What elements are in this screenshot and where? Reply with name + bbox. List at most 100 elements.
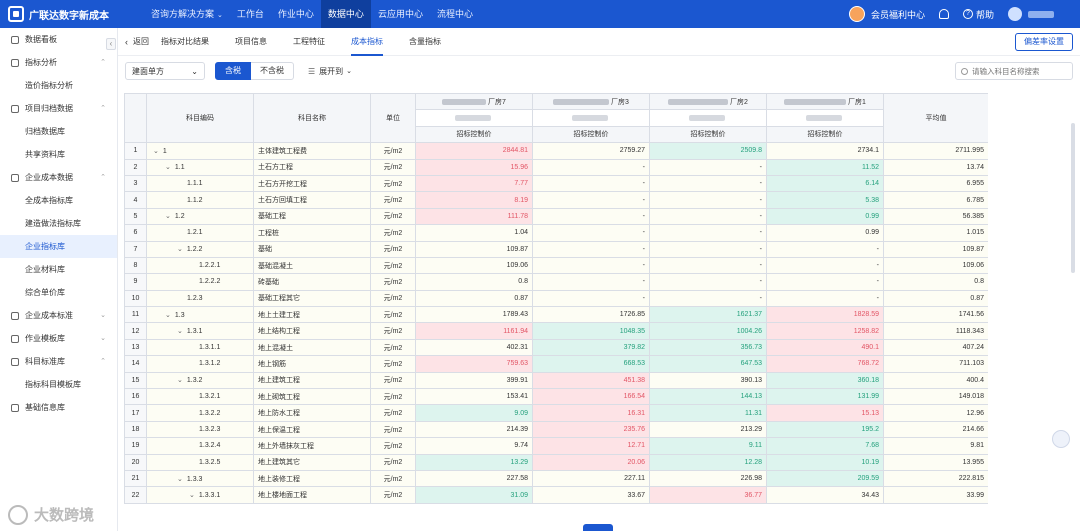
value-cell: 390.13 [649,371,767,390]
project-subheader-1 [532,109,650,127]
standard-icon [11,311,19,320]
topnav-item-4[interactable]: 云应用中心 [371,0,430,28]
sidebar-item-7[interactable]: 全成本指标库 [0,189,117,212]
table-row[interactable]: 2 ⌄ 1.1 土石方工程 元/m2 15.96- -11.52 13.74 [124,158,988,176]
bell-icon[interactable] [938,9,949,19]
value-cell: - [532,191,650,209]
topnav-item-2[interactable]: 作业中心 [271,0,321,28]
sidebar-group-16[interactable]: 基础信息库 [0,396,117,419]
table-row[interactable]: 20 1.3.2.5 地上建筑其它 元/m2 13.29 20.06 12.28 10.19 1… [124,453,988,471]
table-row[interactable]: 22 ⌄ 1.3.3.1 地上楼地面工程 元/m2 31.09 33.67 36.77 34.4… [124,486,988,504]
user-name-blurred[interactable] [1028,10,1054,18]
row-unit: 元/m2 [370,174,416,193]
table-row[interactable]: 14 1.3.1.2 地上钢筋 元/m2 759.63 668.53 647.53 768.7… [124,355,988,373]
help-button[interactable]: ? 帮助 [962,8,994,21]
table-row[interactable]: 1 ⌄ 1 主体建筑工程费 元/m2 2844.81 2759.27 2509.8 2734.1… [124,142,988,160]
floating-assistant-icon[interactable] [1052,430,1070,448]
topnav-item-1[interactable]: 工作台 [230,0,271,28]
tab-0[interactable]: 项目信息 [235,36,267,46]
table-row[interactable]: 10 1.2.3 基础工程其它 元/m2 0.87- - -0.87 [124,289,988,308]
sidebar-group-6[interactable]: 企业成本数据 ⌃ [0,166,117,189]
table-row[interactable]: 11 ⌄ 1.3 地上土建工程 元/m2 1789.43 1726.85 1621.37 182… [124,306,988,324]
table-row[interactable]: 5 ⌄ 1.2 基础工程 元/m2 111.78- -0.99 56.385 [124,207,988,226]
expand-chevron-icon[interactable]: ⌄ [177,328,183,336]
expand-chevron-icon[interactable]: ⌄ [177,475,183,483]
sidebar-group-1[interactable]: 指标分析 ⌃ [0,51,117,74]
expand-chevron-icon[interactable]: ⌄ [177,246,183,254]
sidebar-item-5[interactable]: 共享资料库 [0,143,117,166]
topnav-item-5[interactable]: 流程中心 [430,0,480,28]
sidebar-item-2[interactable]: 造价指标分析 [0,74,117,97]
topnav-item-0[interactable]: 咨询方解决方案 ⌄ [144,0,230,28]
table-row[interactable]: 12 ⌄ 1.3.1 地上结构工程 元/m2 1161.94 1048.35 1004.26 1… [124,322,988,340]
sidebar-item-8[interactable]: 建造做法指标库 [0,212,117,235]
row-unit: 元/m2 [370,437,416,455]
row-unit: 元/m2 [370,240,416,258]
avg-cell: 222.815 [883,469,988,488]
footer-watermark-logo: 大数跨境 [8,504,94,525]
value-cell: 144.13 [649,388,767,406]
value-cell: 1.04 [415,224,533,242]
table-row[interactable]: 21 ⌄ 1.3.3 地上装修工程 元/m2 227.58 227.11 226.98 209.… [124,469,988,488]
sidebar-item-9[interactable]: 企业指标库 [0,235,117,258]
bottom-toggle-tab[interactable] [583,524,613,531]
table-row[interactable]: 16 1.3.2.1 地上砌筑工程 元/m2 153.41 166.54 144.13 131… [124,388,988,406]
blurred-text [784,98,847,105]
chevron-down-icon: ⌄ [100,335,106,342]
expand-chevron-icon[interactable]: ⌄ [153,147,159,155]
back-button[interactable]: ‹ 返回 [125,36,149,47]
row-name: 地上土建工程 [253,306,371,324]
sidebar-group-0[interactable]: 数据看板 [0,28,117,51]
table-row[interactable]: 4 1.1.2 土石方回填工程 元/m2 8.19- -5.38 6.785 [124,191,988,209]
user-avatar[interactable] [1008,7,1022,21]
code-text: 1.3.2.4 [199,442,221,450]
tab-1[interactable]: 工程特征 [293,36,325,46]
value-cell: 1828.59 [766,306,884,324]
avg-cell: 13.955 [883,453,988,471]
sidebar-item-11[interactable]: 综合单价库 [0,281,117,304]
search-input[interactable] [972,66,1067,76]
sidebar-item-15[interactable]: 指标科目模板库 [0,373,117,396]
row-index: 10 [124,289,147,308]
expand-chevron-icon[interactable]: ⌄ [165,213,171,221]
code-text: 1.3.2.2 [199,409,221,417]
expand-to-dropdown[interactable]: ☰ 展开到 ⌄ [308,66,352,77]
vertical-scrollbar[interactable] [1071,123,1075,273]
table-row[interactable]: 17 1.3.2.2 地上防水工程 元/m2 9.09 16.31 11.31 15.13 12… [124,404,988,422]
sidebar-group-14[interactable]: 科目标准库 ⌃ [0,350,117,373]
tab-2[interactable]: 成本指标 [351,28,383,56]
deviation-rate-button[interactable]: 偏差率设置 [1015,33,1073,51]
row-unit: 元/m2 [370,273,416,291]
metric-select[interactable]: 建面单方 ⌄ [125,62,205,80]
app-logo[interactable]: 广联达数字新成本 [8,6,128,22]
table-row[interactable]: 13 1.3.1.1 地上混凝土 元/m2 402.31 379.82 356.73 490.… [124,338,988,357]
subject-search[interactable] [955,62,1073,80]
sidebar-collapse-button[interactable]: ‹ [106,38,116,50]
table-row[interactable]: 6 1.2.1 工程桩 元/m2 1.04- -0.99 1.015 [124,224,988,242]
expand-chevron-icon[interactable]: ⌄ [165,164,171,172]
tax-excluded-button[interactable]: 不含税 [251,62,294,80]
sidebar-group-13[interactable]: 作业模板库 ⌄ [0,327,117,350]
topnav-item-3[interactable]: 数据中心 [320,0,371,28]
table-row[interactable]: 19 1.3.2.4 地上外墙抹灰工程 元/m2 9.74 12.71 9.11 7.68 9.… [124,437,988,455]
tax-included-button[interactable]: 含税 [215,62,251,80]
table-row[interactable]: 9 1.2.2.2 砖基础 元/m2 0.8- - -0.8 [124,273,988,291]
sidebar-item-4[interactable]: 归档数据库 [0,120,117,143]
sidebar-group-12[interactable]: 企业成本标准 ⌄ [0,304,117,327]
help-icon: ? [962,9,973,19]
table-row[interactable]: 18 1.3.2.3 地上保温工程 元/m2 214.39 235.76 213.29 195… [124,420,988,439]
sidebar-item-10[interactable]: 企业材料库 [0,258,117,281]
expand-chevron-icon[interactable]: ⌄ [165,311,171,319]
sidebar-group-3[interactable]: 项目归档数据 ⌃ [0,97,117,120]
row-unit: 元/m2 [370,322,416,340]
welfare-center[interactable]: 会员福利中心 [848,6,925,22]
code-text: 1.3.2.5 [199,458,221,466]
expand-chevron-icon[interactable]: ⌄ [177,377,183,385]
table-row[interactable]: 3 1.1.1 土石方开挖工程 元/m2 7.77- -6.14 6.955 [124,174,988,193]
expand-chevron-icon[interactable]: ⌄ [189,492,195,500]
value-cell: 195.2 [766,420,884,439]
tab-3[interactable]: 含量指标 [409,36,441,46]
table-row[interactable]: 15 ⌄ 1.3.2 地上建筑工程 元/m2 399.91 451.38 390.13 360.… [124,371,988,390]
table-row[interactable]: 7 ⌄ 1.2.2 基础 元/m2 109.87- - -109.87 [124,240,988,258]
table-row[interactable]: 8 1.2.2.1 基础混凝土 元/m2 109.06- - -109.06 [124,256,988,275]
